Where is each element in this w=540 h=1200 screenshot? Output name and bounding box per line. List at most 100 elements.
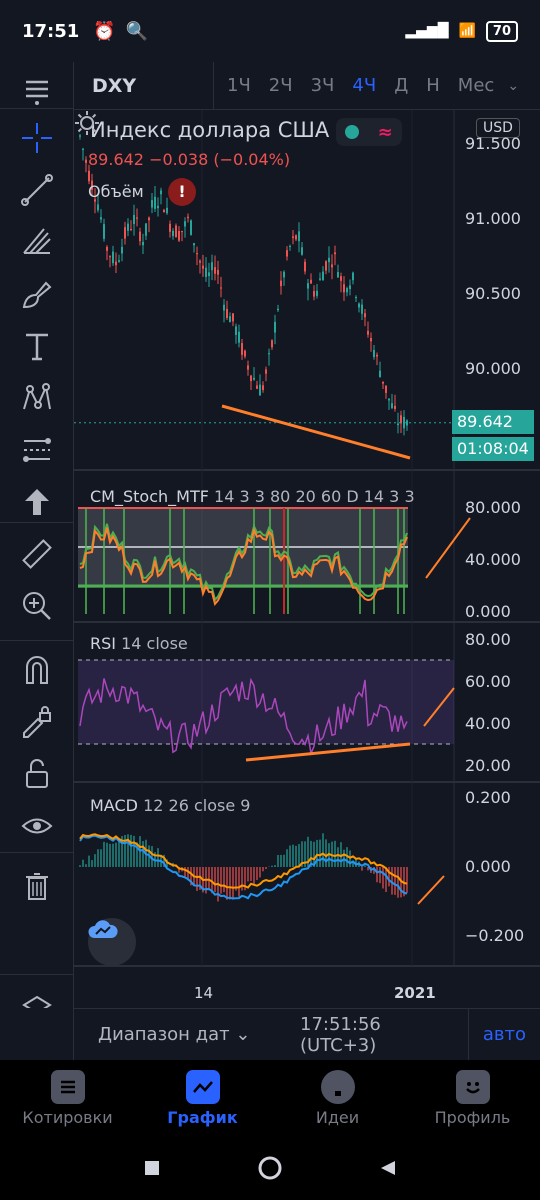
annotation-arrow [425, 517, 471, 579]
candle-body [370, 338, 372, 342]
candle-body [100, 217, 102, 220]
rsi-axis-label: 40.00 [465, 714, 511, 733]
rsi-params: 14 close [121, 634, 188, 653]
recents-icon[interactable] [143, 1159, 161, 1177]
stoch-axis-label: 80.000 [465, 498, 521, 517]
candle-body [373, 350, 375, 358]
timeframe-2[interactable]: 3Ч [310, 75, 335, 96]
price-axis-label: 91.000 [465, 209, 521, 228]
candle-body [295, 235, 297, 240]
candle-body [184, 221, 186, 227]
status-bar: 17:51 ⏰ 🔍 ▂▄▆█ 📶 70 [0, 0, 540, 62]
crosshair-icon[interactable] [0, 110, 74, 166]
candle-body [334, 252, 336, 255]
date-range-button[interactable]: Диапазон дат ⌄ [74, 1024, 288, 1045]
candle-body [385, 385, 387, 393]
nav-quotes[interactable]: Котировки [0, 1060, 135, 1136]
back-icon[interactable] [379, 1159, 397, 1177]
signal-icon: ▂▄▆█ [405, 23, 449, 39]
candle-body [115, 261, 117, 266]
candle-body [139, 231, 141, 242]
candle-body [388, 398, 390, 401]
candle-body [97, 204, 99, 211]
macd-pane-label[interactable]: MACD 12 26 close 9 [90, 796, 250, 815]
candle-body [190, 220, 192, 235]
timeframe-3[interactable]: 4Ч [352, 75, 377, 96]
rsi-axis-label: 20.00 [465, 756, 511, 775]
candle-body [253, 377, 255, 380]
candle-body [307, 283, 309, 289]
candle-body [118, 260, 120, 262]
candle-body [289, 246, 291, 248]
zoom-in-icon[interactable] [0, 578, 74, 634]
timeframe-5[interactable]: Н [426, 75, 440, 96]
candle-body [193, 243, 195, 246]
symbol-button[interactable]: DXY [74, 61, 214, 110]
chart-canvas[interactable] [74, 110, 540, 1008]
title-badges[interactable]: ≈ [336, 118, 402, 146]
candle-body [136, 217, 138, 219]
candle-body [286, 250, 288, 257]
chevron-down-icon[interactable]: ⌄ [507, 77, 520, 94]
candle-body [157, 205, 159, 209]
candle-body [154, 196, 156, 209]
candle-body [91, 180, 93, 190]
candle-body [112, 251, 114, 264]
timezone-clock[interactable]: 17:51:56 (UTC+3) [300, 1013, 381, 1056]
currency-badge[interactable]: USD [476, 118, 520, 138]
text-icon[interactable] [0, 318, 74, 374]
candle-body [349, 285, 351, 290]
nav-ideas[interactable]: Идеи [270, 1060, 405, 1136]
auto-scale-button[interactable]: авто [467, 1008, 540, 1061]
ruler-icon[interactable] [0, 526, 74, 582]
timeframe-4[interactable]: Д [394, 75, 409, 96]
rsi-axis-label: 80.00 [465, 630, 511, 649]
candle-body [211, 262, 213, 271]
lock-drawing-icon[interactable] [0, 694, 74, 750]
candle-body [271, 340, 273, 348]
cloud-icon [88, 920, 118, 938]
chart-area[interactable]: Индекс доллара США ≈ USD 89.642 −0.038 (… [74, 110, 540, 1008]
candle-body [400, 415, 402, 424]
trash-icon[interactable] [0, 858, 74, 914]
fib-icon[interactable] [0, 214, 74, 270]
candle-body [232, 313, 234, 322]
candle-body [214, 267, 216, 274]
magnet-icon[interactable] [0, 642, 74, 698]
eye-icon[interactable] [0, 798, 74, 854]
home-icon[interactable] [257, 1155, 283, 1181]
candle-body [352, 272, 354, 281]
stoch-d-line [79, 527, 408, 607]
cloud-sync-button[interactable] [88, 918, 136, 966]
wave-icon: ≈ [377, 121, 393, 143]
warning-icon[interactable]: ! [168, 178, 196, 206]
brush-icon[interactable] [0, 266, 74, 322]
candle-body [397, 423, 399, 426]
timeframe-6[interactable]: Мес [457, 75, 495, 96]
candle-body [166, 207, 168, 214]
rsi-pane-label[interactable]: RSI 14 close [90, 634, 188, 653]
nav-chart[interactable]: График [135, 1060, 270, 1136]
rsi-line [79, 677, 408, 756]
candle-body [304, 261, 306, 272]
chart-top-bar: DXY 1Ч 2Ч 3Ч 4Ч Д Н Мес ⌄ [74, 61, 540, 110]
macd-axis-label: 0.200 [465, 788, 511, 807]
arrow-up-icon[interactable] [0, 474, 74, 530]
timeframe-0[interactable]: 1Ч [227, 75, 251, 96]
prediction-icon[interactable] [0, 422, 74, 478]
gear-icon[interactable] [74, 110, 100, 136]
pattern-icon[interactable] [0, 370, 74, 426]
system-navigation [0, 1136, 540, 1200]
trend-line-icon[interactable] [0, 162, 74, 218]
nav-profile[interactable]: Профиль [405, 1060, 540, 1136]
menu-icon[interactable] [0, 62, 74, 118]
timeframe-1[interactable]: 2Ч [268, 75, 293, 96]
candle-body [274, 321, 276, 333]
candle-body [301, 247, 303, 255]
unlock-icon[interactable] [0, 746, 74, 802]
stoch-pane-label[interactable]: CM_Stoch_MTF 14 3 3 80 20 60 D 14 3 3 [90, 487, 415, 506]
candle-body [178, 231, 180, 241]
candle-body [109, 256, 111, 258]
quotes-icon [50, 1070, 85, 1104]
candle-body [130, 229, 132, 231]
